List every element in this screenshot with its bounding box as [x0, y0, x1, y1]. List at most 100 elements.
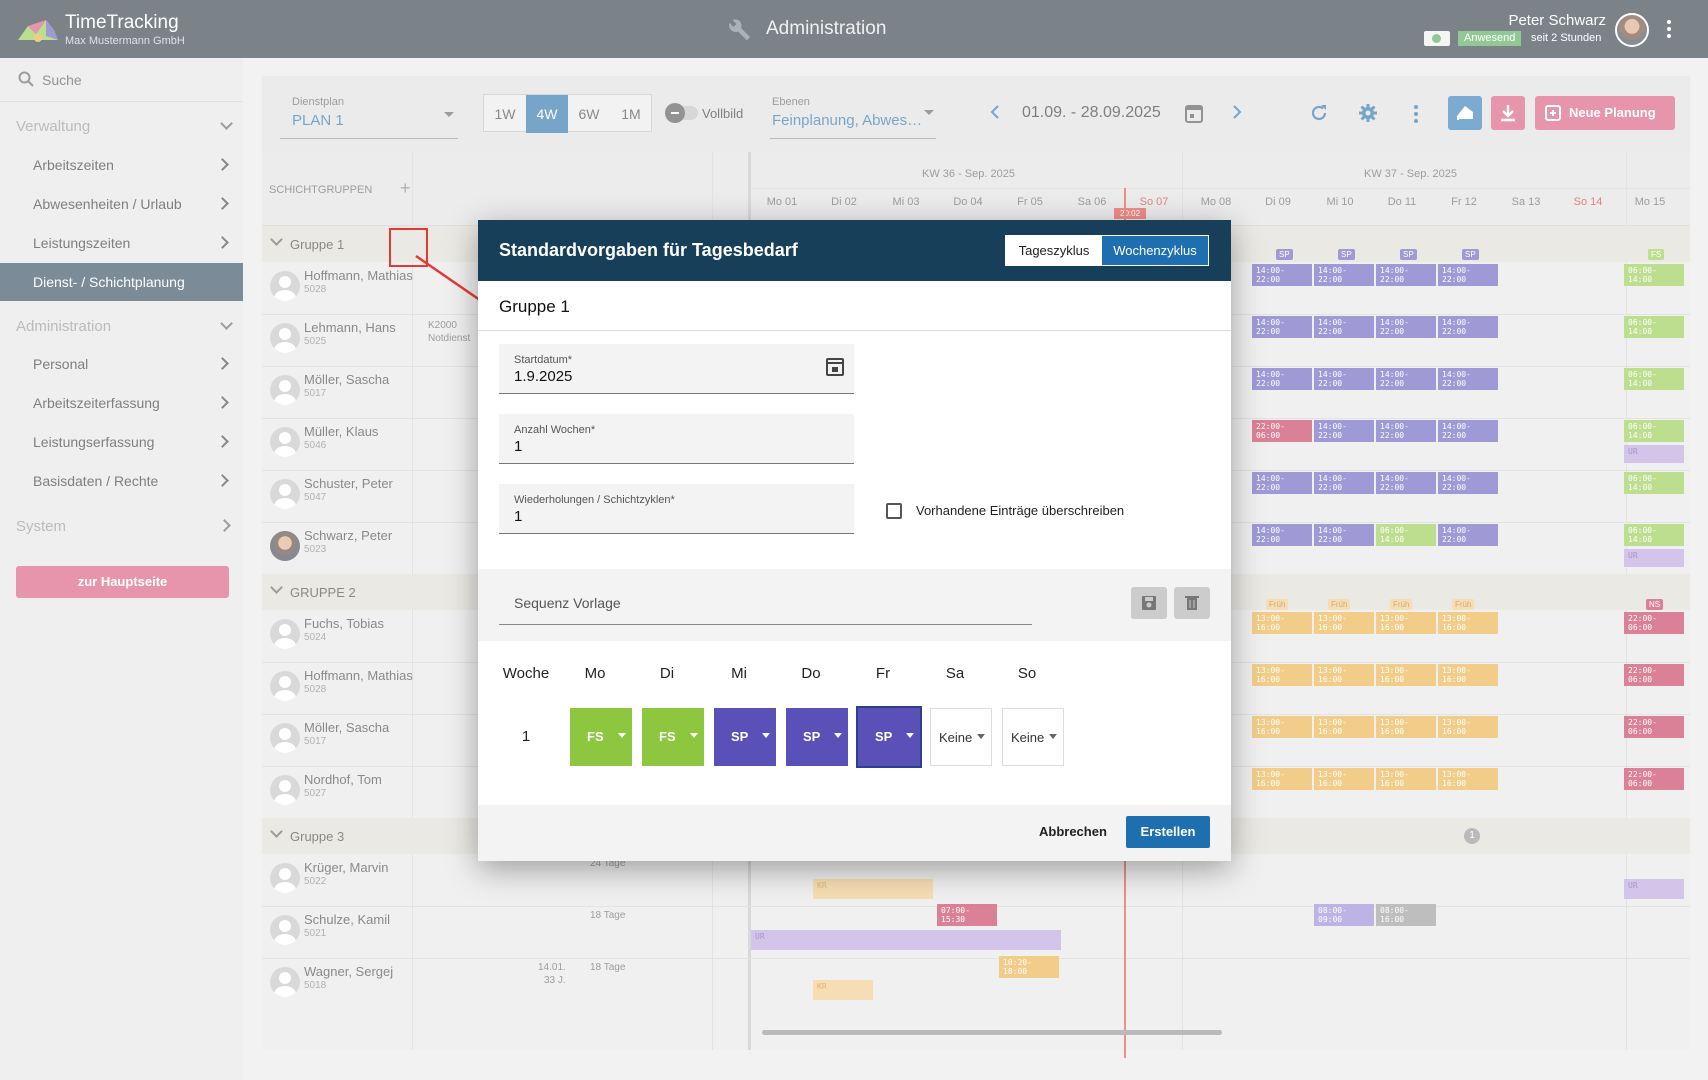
shift-chip[interactable]: 13:00- 16:00: [1438, 664, 1498, 686]
sidebar-item-arbeitszeiterfassung[interactable]: Arbeitszeiterfassung: [0, 384, 243, 422]
create-button[interactable]: Erstellen: [1126, 816, 1210, 848]
shift-chip[interactable]: 14:00- 22:00: [1252, 524, 1312, 546]
shift-chip[interactable]: 22:00- 06:00: [1624, 768, 1684, 790]
shift-chip[interactable]: 22:00- 06:00: [1252, 420, 1312, 442]
shift-chip[interactable]: 13:00- 16:00: [1376, 716, 1436, 738]
shift-chip[interactable]: 13:00- 16:00: [1314, 716, 1374, 738]
download-button[interactable]: [1491, 96, 1525, 130]
person-row[interactable]: Krüger, Marvin 5022: [262, 854, 422, 906]
nav-section-administration[interactable]: Administration: [16, 318, 112, 335]
person-row[interactable]: Müller, Klaus 5046: [262, 418, 422, 470]
sidebar-search[interactable]: Suche: [0, 58, 243, 102]
shift-chip[interactable]: 07:00- 15:30: [937, 904, 997, 926]
caret-down-icon[interactable]: [444, 112, 454, 117]
horizontal-scrollbar[interactable]: [762, 1030, 1222, 1035]
shift-chip[interactable]: 06:00- 14:00: [1624, 368, 1684, 390]
shift-chip[interactable]: 22:00- 06:00: [1624, 664, 1684, 686]
person-row[interactable]: Möller, Sascha 5017: [262, 714, 422, 766]
levels-select[interactable]: Feinplanung, Abwes…: [772, 112, 923, 129]
sidebar-item-leistungszeiten[interactable]: Leistungszeiten: [0, 224, 243, 262]
shift-chip[interactable]: 13:00- 16:00: [1438, 716, 1498, 738]
shift-chip[interactable]: 14:00- 22:00: [1376, 472, 1436, 494]
shift-chip[interactable]: 14:00- 22:00: [1314, 368, 1374, 390]
person-row[interactable]: Nordhof, Tom 5027: [262, 766, 422, 818]
sidebar-item-personal[interactable]: Personal: [0, 345, 243, 383]
plan-select[interactable]: PLAN 1: [292, 112, 344, 129]
absence-chip[interactable]: KR: [813, 879, 933, 899]
sidebar-item-arbeitszeiten[interactable]: Arbeitszeiten: [0, 146, 243, 184]
absence-chip[interactable]: KR: [813, 980, 873, 1000]
shift-select-mi[interactable]: SP: [714, 708, 776, 766]
sidebar-item-leistungserfassung[interactable]: Leistungserfassung: [0, 423, 243, 461]
shift-chip[interactable]: 06:00- 14:00: [1624, 264, 1684, 286]
shift-select-do[interactable]: SP: [786, 708, 848, 766]
shift-chip[interactable]: 13:00- 16:00: [1314, 612, 1374, 634]
start-date-field[interactable]: Startdatum* 1.9.2025: [499, 344, 854, 394]
person-row[interactable]: Schulze, Kamil 5021: [262, 906, 422, 958]
shift-select-so[interactable]: Keine: [1002, 708, 1064, 766]
chevron-right-icon[interactable]: [1232, 105, 1242, 119]
shift-chip[interactable]: 13:00- 16:00: [1376, 612, 1436, 634]
save-template-button[interactable]: [1131, 587, 1167, 619]
person-row[interactable]: Hoffmann, Mathias 5028: [262, 262, 422, 314]
tab-tageszyklus[interactable]: Tageszyklus: [1006, 236, 1102, 265]
delete-template-button[interactable]: [1174, 587, 1210, 619]
more-icon[interactable]: [1413, 103, 1419, 125]
shift-chip[interactable]: 13:00- 16:00: [1252, 612, 1312, 634]
shift-chip[interactable]: 13:00- 16:00: [1252, 768, 1312, 790]
person-row[interactable]: Möller, Sascha 5017: [262, 366, 422, 418]
shift-chip[interactable]: 14:00- 22:00: [1252, 472, 1312, 494]
absence-chip[interactable]: UR: [751, 930, 1061, 950]
shift-chip[interactable]: 14:00- 22:00: [1438, 472, 1498, 494]
new-planning-button[interactable]: Neue Planung: [1535, 96, 1675, 130]
shift-chip[interactable]: 22:00- 06:00: [1624, 612, 1684, 634]
shift-chip[interactable]: 14:00- 22:00: [1314, 420, 1374, 442]
shift-chip[interactable]: 14:00- 22:00: [1252, 368, 1312, 390]
shift-chip[interactable]: 14:00- 22:00: [1376, 316, 1436, 338]
shift-chip[interactable]: 13:00- 16:00: [1314, 768, 1374, 790]
shift-chip[interactable]: 14:00- 22:00: [1376, 368, 1436, 390]
shift-chip[interactable]: 13:00- 16:00: [1252, 716, 1312, 738]
shift-chip[interactable]: 14:00- 22:00: [1438, 420, 1498, 442]
shift-chip[interactable]: 14:00- 22:00: [1314, 264, 1374, 286]
person-row[interactable]: Hoffmann, Mathias 5028: [262, 662, 422, 714]
tab-wochenzyklus[interactable]: Wochenzyklus: [1102, 236, 1208, 265]
shift-chip[interactable]: 14:00- 22:00: [1438, 368, 1498, 390]
chevron-left-icon[interactable]: [990, 105, 1000, 119]
absence-chip[interactable]: UR: [1624, 445, 1684, 463]
shift-chip[interactable]: 13:00- 16:00: [1376, 664, 1436, 686]
view-4w[interactable]: 4W: [526, 95, 568, 133]
shift-chip[interactable]: 14:00- 22:00: [1376, 264, 1436, 286]
shift-chip[interactable]: 14:00- 22:00: [1438, 316, 1498, 338]
shift-chip[interactable]: 13:00- 16:00: [1252, 664, 1312, 686]
shift-chip[interactable]: 13:00- 16:00: [1438, 768, 1498, 790]
calendar-icon[interactable]: [826, 358, 844, 376]
nav-section-system[interactable]: System: [16, 518, 67, 535]
add-group-icon[interactable]: +: [400, 178, 411, 198]
shift-chip[interactable]: 06:00- 14:00: [1376, 524, 1436, 546]
sequence-template-input[interactable]: Sequenz Vorlage: [514, 595, 621, 611]
shift-chip[interactable]: 14:00- 22:00: [1314, 472, 1374, 494]
view-6w[interactable]: 6W: [578, 106, 600, 122]
user-avatar[interactable]: [1615, 13, 1649, 47]
cancel-button[interactable]: Abbrechen: [1039, 824, 1107, 839]
shift-chip[interactable]: 22:00- 06:00: [1624, 716, 1684, 738]
shift-select-fr[interactable]: SP: [858, 708, 920, 766]
shift-chip[interactable]: 14:00- 22:00: [1314, 524, 1374, 546]
weeks-field[interactable]: Anzahl Wochen* 1: [499, 414, 854, 464]
shift-chip[interactable]: 14:00- 22:00: [1252, 316, 1312, 338]
overwrite-checkbox[interactable]: [886, 503, 902, 519]
sidebar-item-basisdaten[interactable]: Basisdaten / Rechte: [0, 462, 243, 500]
shift-select-mo[interactable]: FS: [570, 708, 632, 766]
view-1m[interactable]: 1M: [621, 106, 641, 122]
view-1w[interactable]: 1W: [494, 106, 516, 122]
person-row[interactable]: Wagner, Sergej 5018: [262, 958, 422, 1010]
fullscreen-toggle[interactable]: [665, 103, 698, 123]
repetitions-field[interactable]: Wiederholungen / Schichtzyklen* 1: [499, 484, 854, 534]
person-row[interactable]: Schwarz, Peter 5023: [262, 522, 422, 574]
shift-chip[interactable]: 14:00- 22:00: [1438, 524, 1498, 546]
shift-chip[interactable]: 13:00- 16:00: [1314, 664, 1374, 686]
shift-chip[interactable]: 13:00- 16:00: [1438, 612, 1498, 634]
person-row[interactable]: Lehmann, Hans 5025: [262, 314, 422, 366]
person-row[interactable]: Fuchs, Tobias 5024: [262, 610, 422, 662]
